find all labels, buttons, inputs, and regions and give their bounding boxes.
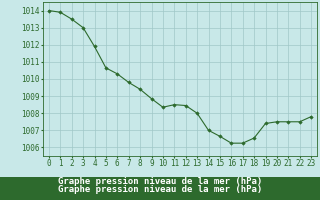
- Text: Graphe pression niveau de la mer (hPa): Graphe pression niveau de la mer (hPa): [58, 184, 262, 194]
- Text: Graphe pression niveau de la mer (hPa): Graphe pression niveau de la mer (hPa): [58, 178, 262, 186]
